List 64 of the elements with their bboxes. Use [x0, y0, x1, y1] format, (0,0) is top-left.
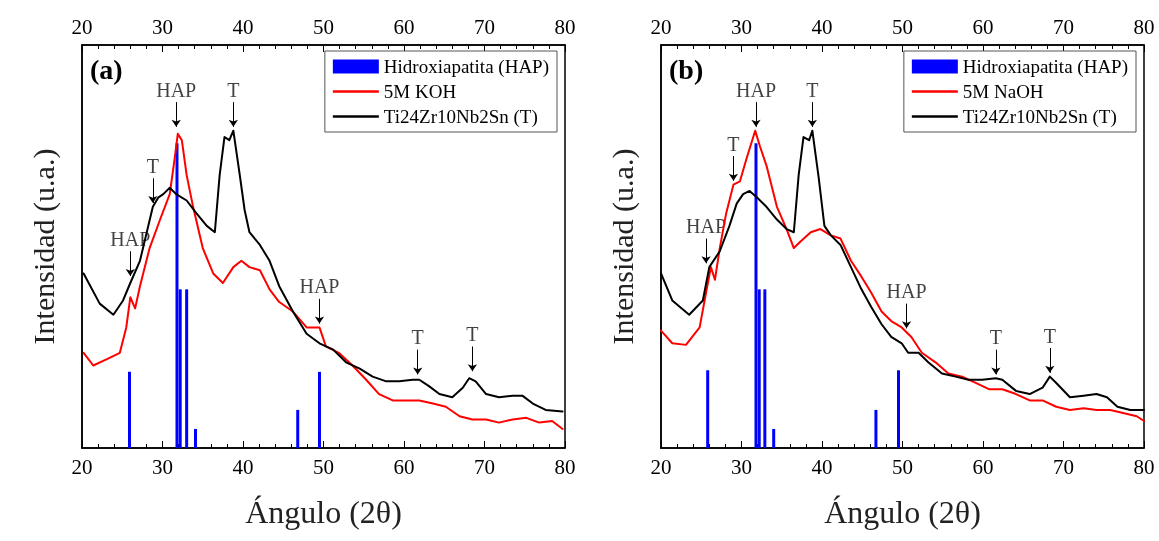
bar [185, 289, 189, 448]
annotation: T [806, 78, 819, 101]
x-axis-title: Ángulo (2θ) [245, 494, 402, 530]
x-tick-label: 40 [232, 454, 254, 479]
bar [896, 370, 900, 448]
y-axis-title: Intensidad (u.a.) [26, 148, 61, 345]
annotation: HAP [886, 280, 927, 303]
bar [763, 289, 767, 448]
x-tick-label: 30 [731, 454, 752, 479]
x2-tick-label: 70 [1053, 14, 1074, 39]
x-tick-label: 80 [554, 454, 576, 479]
annotation: HAP [299, 275, 340, 298]
x2-tick-label: 50 [313, 14, 334, 39]
annotation: T [989, 326, 1002, 349]
x-tick-label: 60 [393, 454, 415, 479]
y-axis-title: Intensidad (u.a.) [605, 148, 640, 345]
bar [194, 428, 198, 448]
x2-tick-label: 40 [811, 14, 833, 39]
x2-tick-label: 30 [152, 14, 173, 39]
annotation: HAP [735, 78, 776, 101]
x2-tick-label: 20 [71, 14, 93, 39]
annotation: T [1043, 324, 1056, 347]
bar [706, 370, 710, 448]
text: (b) [669, 53, 704, 85]
legend-label: Ti24Zr10Nb2Sn (T) [962, 106, 1117, 128]
legend-label: 5M NaOH [962, 81, 1044, 102]
bar [317, 371, 321, 448]
x2-tick-label: 50 [892, 14, 913, 39]
bar [772, 428, 776, 448]
legend-label: Hidroxiapatita (HAP) [383, 56, 549, 78]
bar [754, 143, 758, 448]
x-tick-label: 20 [71, 454, 93, 479]
x2-tick-label: 80 [554, 14, 576, 39]
x-axis-title: Ángulo (2θ) [824, 494, 981, 530]
x2-tick-label: 40 [232, 14, 254, 39]
x2-tick-label: 30 [731, 14, 752, 39]
x-tick-label: 20 [650, 454, 672, 479]
bar [874, 409, 878, 448]
x-tick-label: 80 [1133, 454, 1155, 479]
text: (a) [90, 53, 123, 85]
x2-tick-label: 60 [393, 14, 415, 39]
bar [128, 371, 131, 448]
x2-tick-label: 20 [650, 14, 672, 39]
annotation: T [227, 78, 240, 101]
x-tick-label: 70 [474, 454, 495, 479]
legend-label: Hidroxiapatita (HAP) [962, 56, 1128, 78]
x-tick-label: 50 [313, 454, 334, 479]
bar [296, 409, 300, 448]
legend-label: Ti24Zr10Nb2Sn (T) [383, 106, 538, 128]
annotation: T [411, 326, 424, 349]
x-tick-label: 70 [1053, 454, 1074, 479]
x2-tick-label: 70 [474, 14, 495, 39]
x-tick-label: 40 [811, 454, 833, 479]
annotation: T [727, 132, 740, 155]
x-tick-label: 60 [972, 454, 994, 479]
x2-tick-label: 80 [1133, 14, 1155, 39]
x-tick-label: 30 [152, 454, 173, 479]
annotation: T [466, 322, 479, 345]
legend-label: 5M KOH [383, 81, 457, 102]
annotation: T [146, 154, 159, 177]
bar [175, 143, 179, 448]
annotation: HAP [156, 78, 197, 101]
x-tick-label: 50 [892, 454, 913, 479]
x2-tick-label: 60 [972, 14, 994, 39]
